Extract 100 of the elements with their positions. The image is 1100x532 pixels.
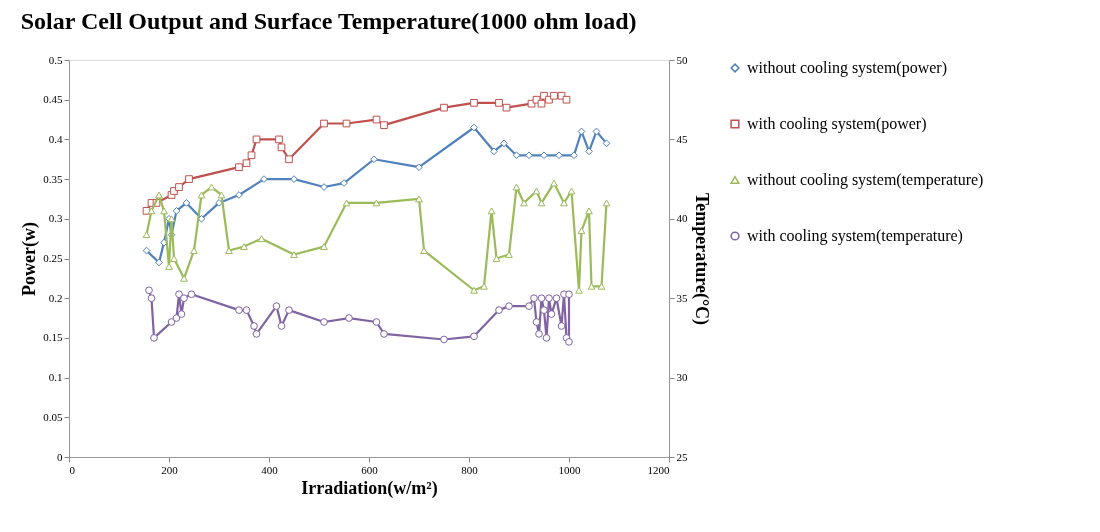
point <box>547 310 556 318</box>
legend-label: without cooling system(temperature) <box>747 171 984 189</box>
y-tick-label: 0.45 <box>43 93 63 106</box>
point <box>340 179 348 187</box>
point <box>567 187 576 195</box>
point <box>177 310 186 318</box>
point <box>185 175 193 183</box>
point <box>260 175 268 183</box>
y2-tick-label: 45 <box>676 132 688 145</box>
point <box>372 318 381 326</box>
point <box>285 155 293 164</box>
point <box>520 199 528 207</box>
point <box>525 151 533 160</box>
point <box>235 163 243 172</box>
point <box>290 251 298 258</box>
point <box>557 322 566 330</box>
point <box>240 243 248 250</box>
point <box>277 143 286 152</box>
point <box>170 255 178 262</box>
point <box>505 302 513 310</box>
point <box>250 322 258 330</box>
point <box>585 147 593 156</box>
point <box>487 207 496 215</box>
point <box>560 199 568 207</box>
point <box>537 99 546 108</box>
chart-title: Solar Cell Output and Surface Temperature(1000 ohm load) <box>20 8 637 34</box>
y2-axis-title: Temperature(°C) <box>690 192 712 326</box>
y-axis-title: Power(w) <box>19 222 41 296</box>
point <box>537 294 546 303</box>
point <box>372 199 381 207</box>
point <box>540 306 548 314</box>
point <box>490 147 498 156</box>
point <box>480 282 488 290</box>
point <box>145 286 153 295</box>
point <box>207 183 216 191</box>
x-axis-title: Irradiation(w/m²) <box>301 477 438 499</box>
point <box>555 151 563 160</box>
legend-label: with cooling system(power) <box>747 115 927 133</box>
point <box>602 139 611 148</box>
point <box>320 243 328 250</box>
point <box>342 199 351 207</box>
point <box>235 306 243 314</box>
point <box>252 330 261 338</box>
point <box>565 338 573 346</box>
point <box>420 247 428 254</box>
point <box>542 334 551 342</box>
point <box>577 227 586 235</box>
legend-label: without cooling system(power) <box>747 59 947 77</box>
point <box>502 103 511 112</box>
x-tick-label: 600 <box>361 463 379 476</box>
point <box>525 302 533 310</box>
point <box>242 306 251 314</box>
point <box>147 294 156 303</box>
x-tick-label: 800 <box>461 463 479 476</box>
point <box>530 294 538 303</box>
point <box>225 247 233 254</box>
point <box>570 151 578 160</box>
point <box>545 294 553 303</box>
point <box>575 286 583 294</box>
y-tick-label: 0.15 <box>43 331 63 344</box>
point <box>175 290 183 299</box>
point <box>505 251 513 258</box>
y2-tick-label: 35 <box>676 291 688 304</box>
point <box>172 207 181 215</box>
y-tick-label: 0.1 <box>48 371 63 384</box>
point <box>345 314 353 322</box>
point <box>187 290 196 299</box>
point <box>415 163 423 172</box>
point <box>512 151 521 160</box>
point <box>380 330 388 338</box>
y-tick-label: 0.5 <box>48 53 63 66</box>
point <box>190 247 198 254</box>
point <box>550 179 558 187</box>
point <box>275 135 283 144</box>
y2-tick-label: 25 <box>676 450 688 463</box>
point <box>535 330 543 338</box>
point <box>165 263 173 270</box>
y-tick-label: 0.4 <box>48 132 63 145</box>
point <box>550 91 558 100</box>
y2-tick-label: 40 <box>676 212 688 225</box>
point <box>602 199 611 207</box>
point <box>182 199 191 207</box>
point <box>277 322 286 330</box>
point <box>470 99 478 107</box>
x-tick-label: 0 <box>69 463 76 476</box>
point <box>552 294 561 303</box>
point <box>585 207 593 215</box>
point <box>577 127 586 136</box>
x-tick-label: 200 <box>161 463 179 476</box>
point <box>155 258 163 267</box>
point <box>142 246 151 255</box>
y-tick-label: 0.3 <box>48 212 63 225</box>
point <box>500 139 508 148</box>
point <box>532 318 541 326</box>
point <box>492 255 501 262</box>
y-tick-label: 0.25 <box>43 252 63 264</box>
point <box>160 207 168 215</box>
point <box>470 123 478 132</box>
y-tick-label: 0.05 <box>43 410 63 423</box>
y2-tick-label: 30 <box>676 371 688 384</box>
